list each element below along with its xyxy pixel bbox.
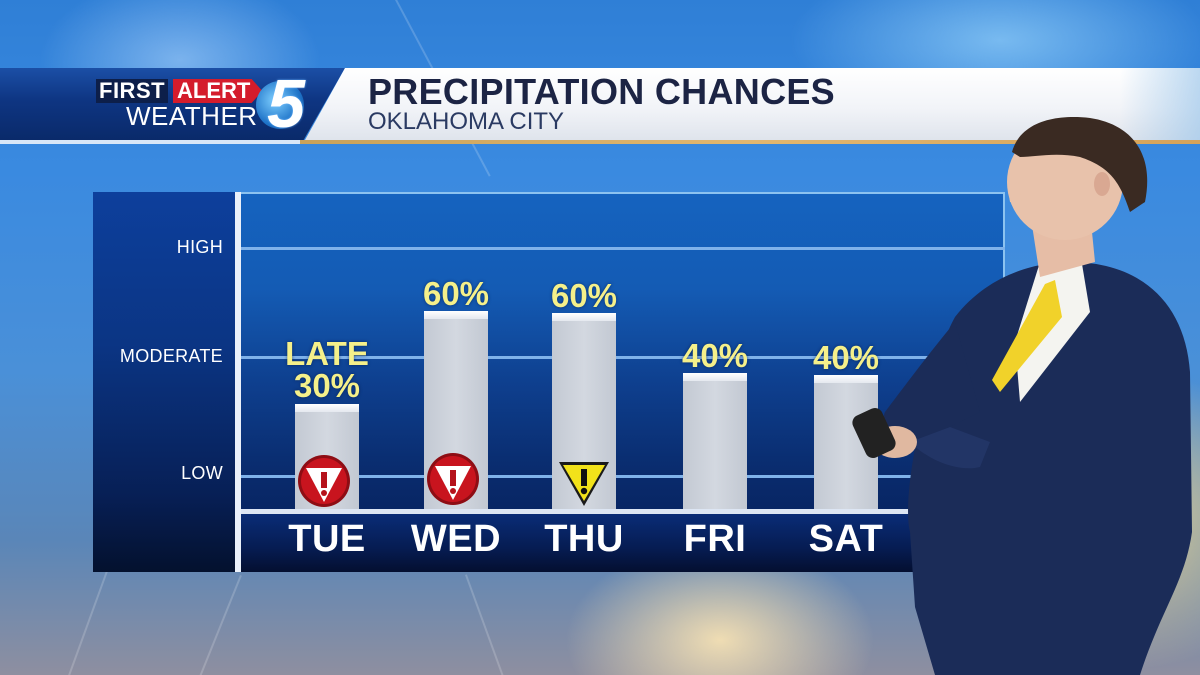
precipitation-chart: HIGH MODERATE LOW LATE 30% TUE 60% WED 6… <box>93 192 1005 572</box>
header-gold-line <box>300 140 1200 144</box>
header-accent-line <box>0 140 310 144</box>
background-streak <box>465 574 508 675</box>
day-label-wed: WED <box>410 518 502 560</box>
level-label-low: LOW <box>181 463 223 483</box>
presenter-figure <box>852 117 1192 675</box>
channel-number: 5 <box>267 66 305 142</box>
bar-value-tue: 30% <box>293 367 361 404</box>
logo-weather-text: WEATHER <box>126 101 258 131</box>
bar-value-sat: 40% <box>812 339 880 376</box>
channel-ring-icon <box>256 81 304 129</box>
background-streak <box>195 575 242 675</box>
logo-alert-text: ALERT <box>173 79 263 103</box>
day-label-sat: SAT <box>808 518 884 560</box>
y-axis-label-column <box>93 192 235 572</box>
day-label-thu: THU <box>544 518 624 560</box>
bar-cap <box>295 404 359 412</box>
header-fade <box>1120 68 1200 140</box>
bar-value-fri: 40% <box>681 337 749 374</box>
bar-cap <box>814 375 878 383</box>
bar-cap <box>552 313 616 321</box>
background-streak <box>62 560 112 675</box>
red-circle-warning-icon <box>298 455 350 507</box>
bar-cap <box>424 311 488 319</box>
day-label-fri: FRI <box>683 518 747 560</box>
level-label-high: HIGH <box>176 237 223 257</box>
bar-sat <box>814 375 878 510</box>
gridline-low <box>241 475 1005 478</box>
x-axis-baseline <box>241 509 1005 514</box>
red-circle-warning-icon <box>427 453 479 505</box>
yellow-triangle-warning-icon <box>559 462 609 506</box>
bar-value-wed: 60% <box>422 275 490 312</box>
gridline-high <box>241 247 1005 250</box>
level-label-moderate: MODERATE <box>119 346 223 366</box>
page-title: PRECIPITATION CHANCES <box>368 71 835 112</box>
gridline-moderate <box>241 356 1005 359</box>
bar-annotation-tue: LATE <box>285 335 369 372</box>
bar-cap <box>683 373 747 381</box>
page-subtitle: OKLAHOMA CITY <box>368 108 565 135</box>
day-label-tue: TUE <box>288 518 366 560</box>
station-logo: FIRST ALERT WEATHER 5 <box>96 69 316 139</box>
bar-value-thu: 60% <box>550 277 618 314</box>
y-axis-divider <box>235 192 241 572</box>
logo-first-text: FIRST <box>96 79 169 103</box>
bar-fri <box>683 373 747 510</box>
